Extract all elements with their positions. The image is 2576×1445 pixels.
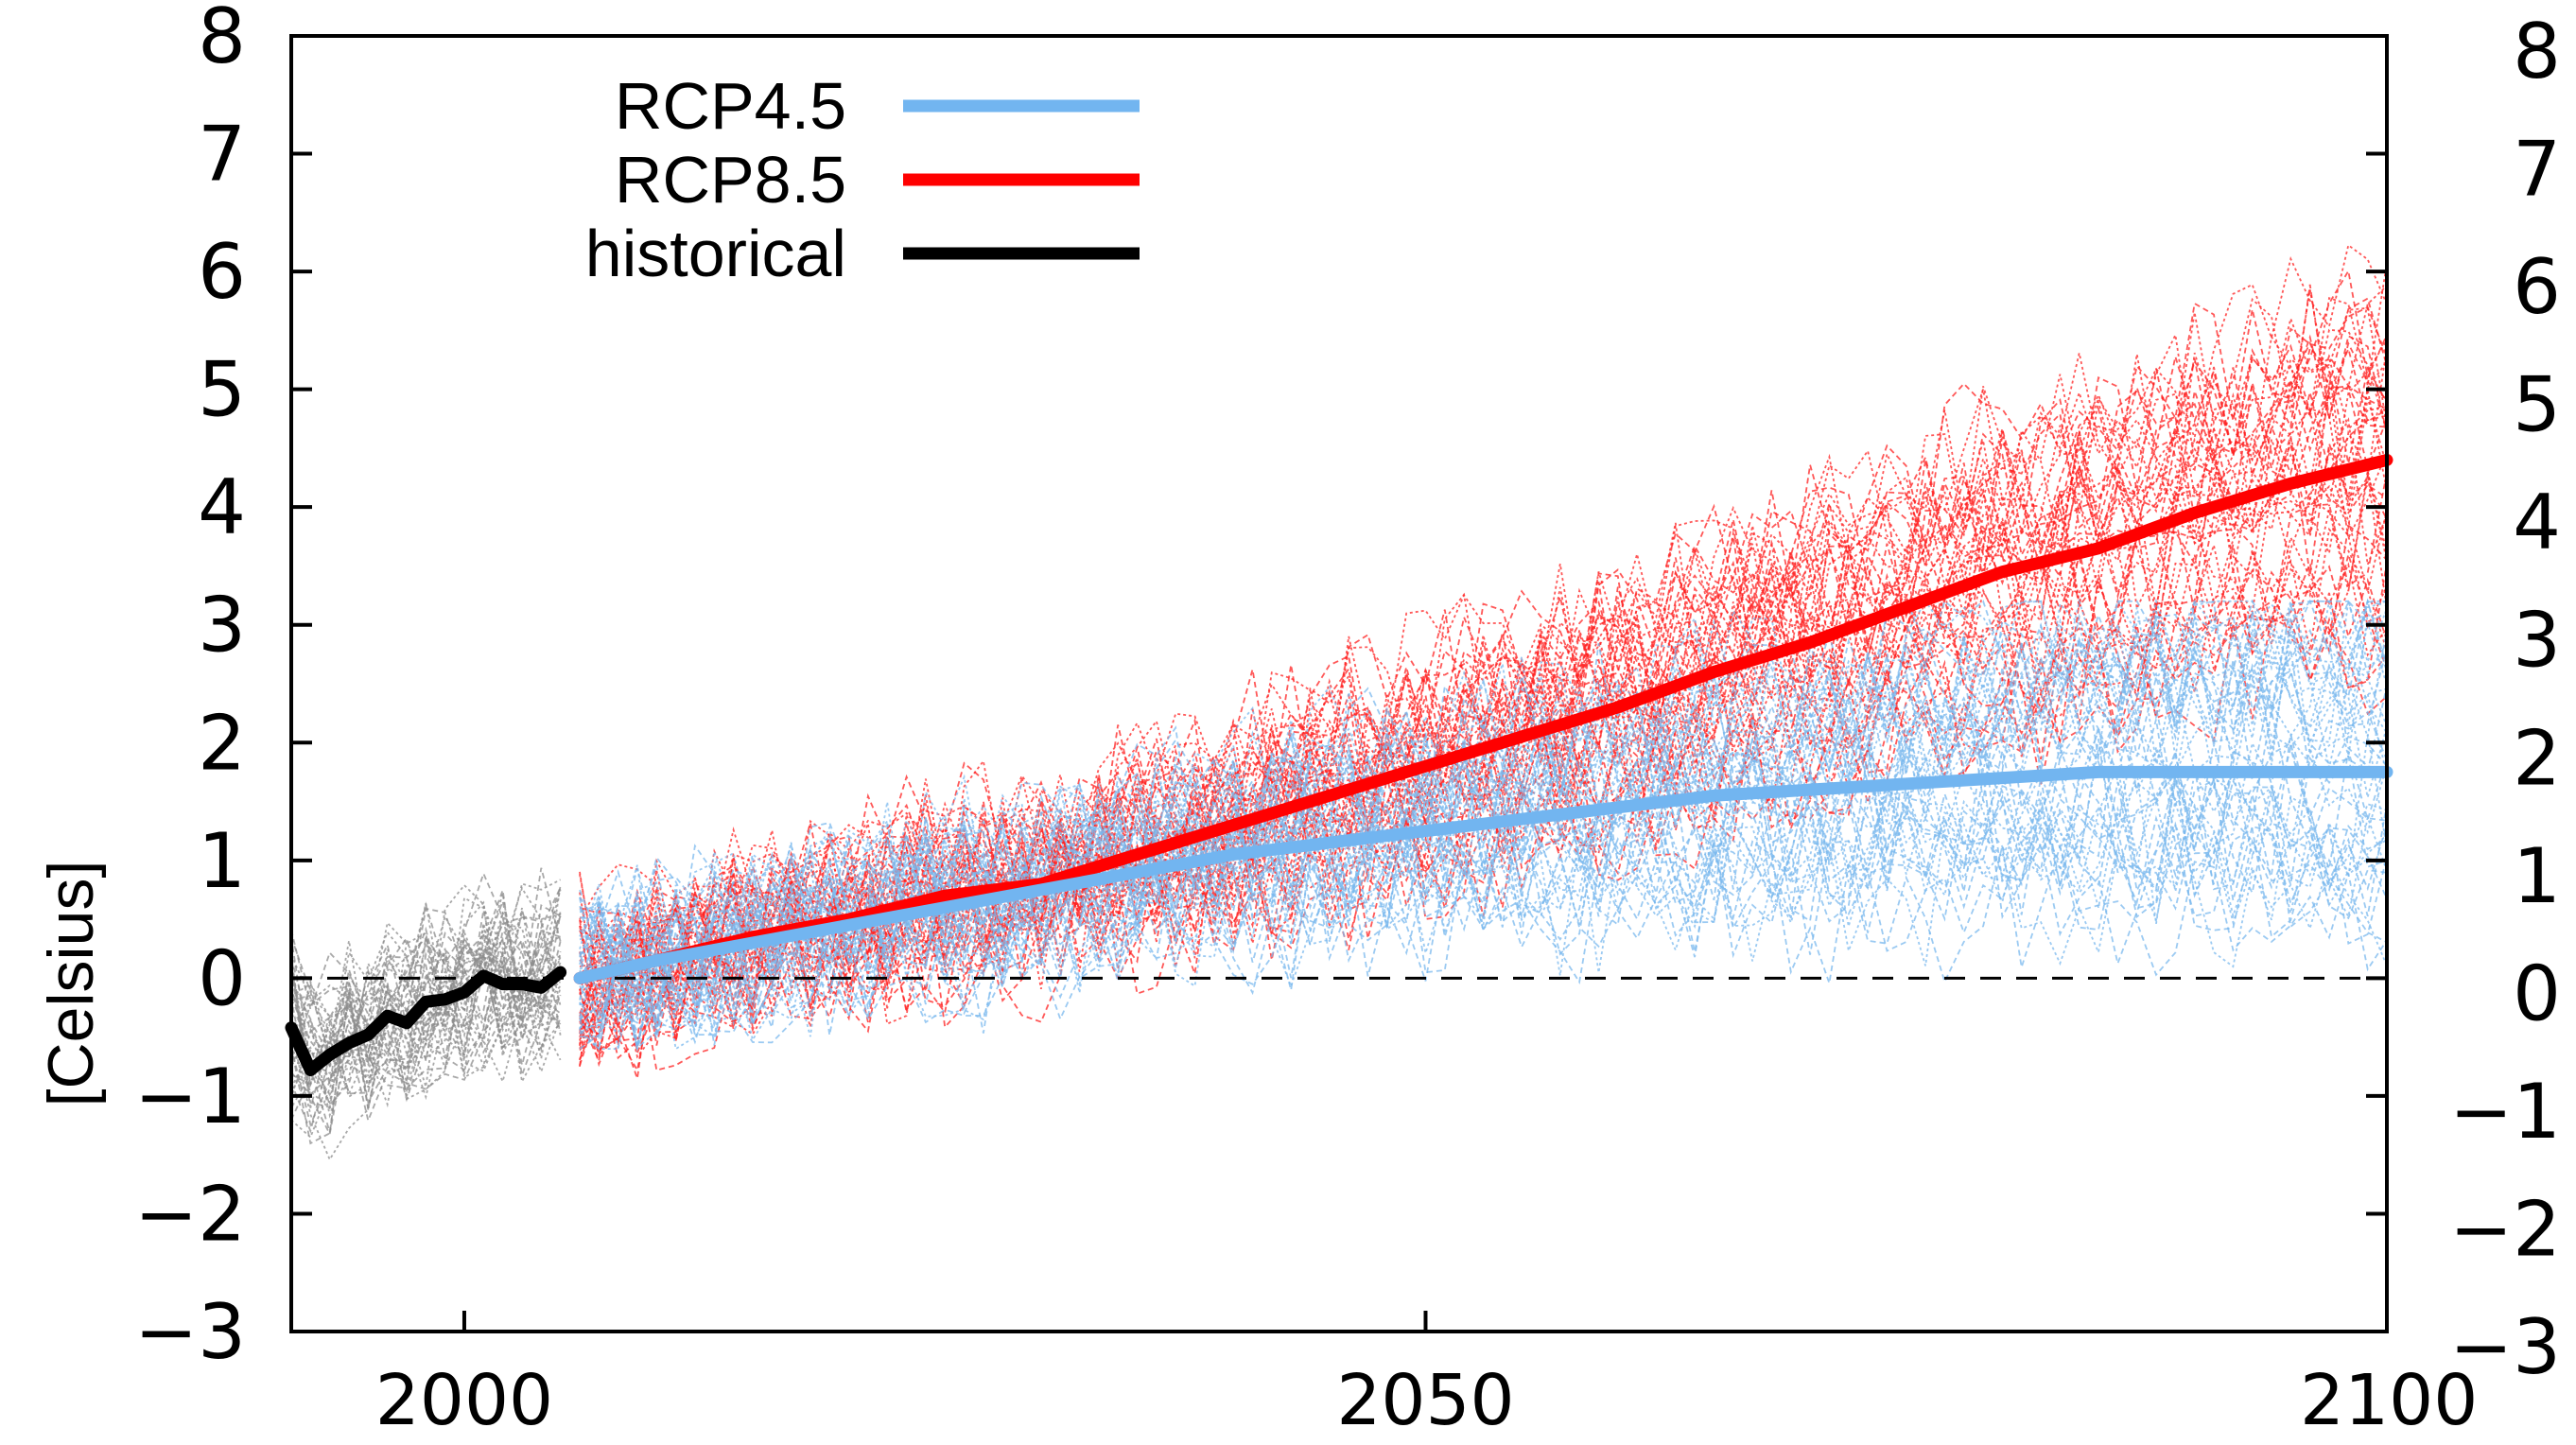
mean-layer: [285, 453, 2393, 1076]
ensemble-member-0-5: [290, 926, 562, 1068]
ensemble-member-2-15: [579, 775, 2388, 1011]
plot-frame: [289, 34, 2389, 1333]
ensemble-member-2-38: [579, 598, 2388, 1036]
ensemble-member-1-6: [579, 285, 2388, 990]
ensemble-member-1-34: [579, 346, 2388, 1052]
y-tick-label-left: 6: [198, 228, 246, 316]
ensemble-member-1-21: [579, 392, 2388, 1061]
ensemble-member-1-14: [579, 315, 2388, 1045]
y-tick-label-right: 5: [2513, 361, 2561, 449]
y-tick-label-left: 4: [198, 463, 246, 551]
ensemble-member-2-7: [579, 637, 2388, 1022]
y-tick-label-right: 4: [2513, 479, 2561, 566]
ensemble-member-2-21: [579, 775, 2388, 1050]
ensemble-member-2-23: [579, 804, 2388, 1050]
ensemble-member-2-18: [579, 673, 2388, 1006]
ensemble-member-0-28: [290, 948, 562, 1088]
y-tick-label-left: 2: [198, 699, 246, 787]
ensemble-member-0-30: [290, 947, 562, 1100]
ensemble-member-1-22: [579, 397, 2388, 1032]
ensemble-member-0-33: [290, 911, 562, 1106]
y-tick-label-left: 7: [198, 111, 246, 199]
ensemble-member-2-37: [579, 773, 2388, 1011]
y-tick-label-right: 8: [2513, 8, 2561, 96]
y-tick-label-right: 3: [2513, 597, 2561, 685]
y-tick-label-right: −3: [2449, 1303, 2561, 1391]
ensemble-member-0-32: [290, 883, 562, 1060]
ensemble-member-0-35: [290, 915, 562, 1121]
ensemble-member-2-25: [579, 729, 2388, 1050]
y-tick-label-right: 0: [2513, 949, 2561, 1037]
series-line-rcp4-5: [573, 765, 2393, 984]
legend-label: RCP4.5: [615, 69, 846, 143]
y-tick-label-left: −1: [134, 1053, 246, 1140]
y-tick-label-left: 1: [198, 817, 246, 905]
x-tick-label: 2000: [375, 1360, 553, 1441]
y-tick-label-right: 7: [2513, 126, 2561, 214]
ensemble-member-0-23: [290, 913, 562, 1145]
ensemble-member-2-8: [579, 771, 2388, 1035]
y-tick-label-right: −2: [2449, 1185, 2561, 1273]
series-line-rcp8-5: [573, 453, 2393, 984]
ensemble-member-0-24: [290, 954, 562, 1101]
y-tick-label-right: 2: [2513, 714, 2561, 802]
y-tick-label-right: 1: [2513, 832, 2561, 920]
ensemble-member-2-32: [579, 598, 2388, 1009]
ensemble-member-1-0: [579, 466, 2388, 1012]
ensemble-member-1-33: [579, 565, 2388, 1079]
ensemble-member-2-34: [579, 611, 2388, 1052]
ensemble-member-0-34: [290, 879, 562, 1119]
ensemble-member-1-20: [579, 407, 2388, 1026]
ensemble-member-0-29: [290, 910, 562, 1133]
ensemble-member-0-15: [290, 886, 562, 1071]
ensemble-member-0-14: [290, 955, 561, 1101]
ensemble-member-0-31: [290, 938, 561, 1134]
ensemble-member-1-38: [579, 328, 2388, 1059]
ensemble-member-2-39: [579, 599, 2388, 1021]
ensemble-member-2-31: [579, 615, 2388, 1027]
x-tick-label: 2100: [2300, 1360, 2478, 1441]
legend-label: historical: [585, 217, 846, 290]
ensemble-member-2-35: [579, 840, 2388, 1045]
ensemble-member-2-10: [579, 599, 2387, 1001]
ensemble-member-2-1: [579, 659, 2388, 1053]
ensemble-member-0-36: [290, 915, 562, 1063]
y-tick-label-left: −2: [134, 1170, 246, 1258]
ensemble-member-0-8: [290, 914, 562, 1073]
ensemble-member-2-6: [579, 627, 2388, 1010]
ensemble-member-1-18: [579, 429, 2388, 1010]
ensemble-member-1-26: [579, 243, 2388, 1005]
y-axis-title: [Celsius]: [35, 861, 107, 1107]
y-tick-label-left: 8: [198, 0, 246, 80]
tick-layer: −3 −3 −2 −2 −1 −1 0 0 1 1 2 2 3 3 4 4 5 5 6 6 7 7 8 8 2000 2050 21…: [134, 0, 2561, 1441]
y-tick-label-right: −1: [2449, 1068, 2561, 1156]
ensemble-member-1-29: [579, 269, 2388, 993]
ensemble-member-2-33: [579, 744, 2388, 1024]
ensemble-member-1-3: [579, 334, 2388, 1055]
y-tick-label-left: −3: [134, 1288, 246, 1376]
y-tick-label-left: 3: [198, 582, 246, 670]
ensemble-member-0-1: [290, 897, 562, 1108]
ensemble-member-1-35: [579, 343, 2388, 1027]
frame-layer: [289, 34, 2389, 1333]
ensemble-member-2-30: [579, 772, 2388, 1046]
series-line-historical: [285, 966, 567, 1076]
y-tick-label-right: 6: [2513, 243, 2561, 331]
y-tick-label-left: 0: [198, 934, 246, 1022]
ensemble-member-2-16: [579, 820, 2388, 1050]
x-tick-label: 2050: [1336, 1360, 1514, 1441]
ensemble-member-2-5: [579, 717, 2388, 1026]
y-tick-label-left: 5: [198, 346, 246, 434]
ensemble-member-2-36: [579, 728, 2388, 1036]
legend-label: RCP8.5: [615, 143, 846, 217]
ensemble-member-0-7: [290, 871, 562, 1097]
ensemble-member-2-24: [579, 618, 2388, 1029]
ensemble-layer: [290, 243, 2388, 1162]
